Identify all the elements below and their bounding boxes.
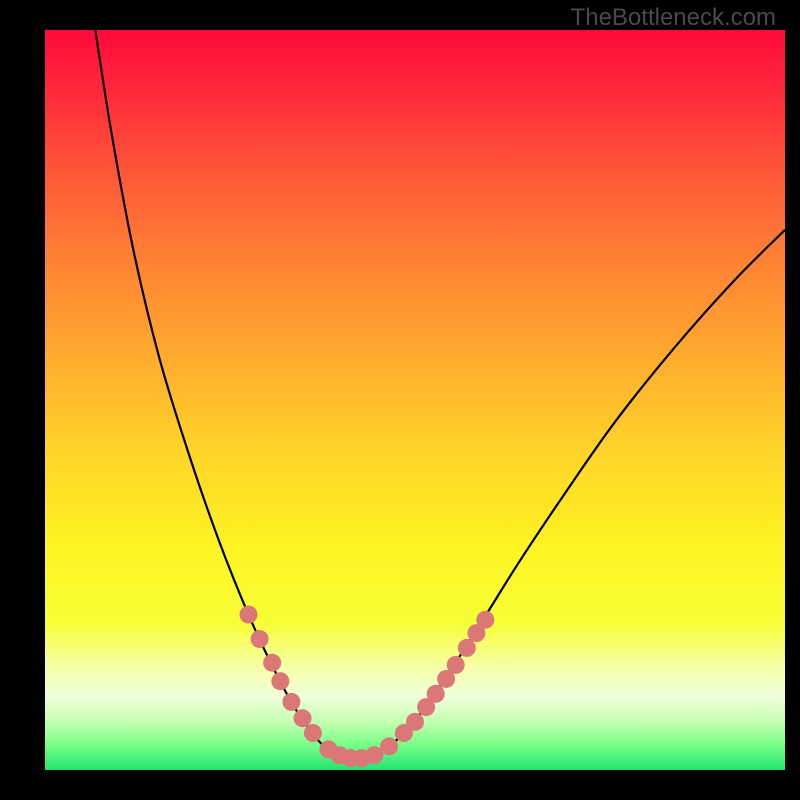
- chart-root: TheBottleneck.com: [0, 0, 800, 800]
- bottleneck-curve: [95, 30, 785, 760]
- data-marker: [251, 630, 269, 648]
- data-marker: [263, 654, 281, 672]
- plot-area: [45, 30, 785, 770]
- data-marker: [406, 713, 424, 731]
- data-marker: [447, 656, 465, 674]
- data-marker: [458, 639, 476, 657]
- data-marker: [282, 693, 300, 711]
- chart-svg: [45, 30, 785, 770]
- data-marker: [240, 606, 258, 624]
- data-marker: [476, 611, 494, 629]
- data-marker: [271, 672, 289, 690]
- data-markers: [240, 606, 495, 768]
- data-marker: [380, 737, 398, 755]
- data-marker: [304, 724, 322, 742]
- data-marker: [294, 709, 312, 727]
- watermark-text: TheBottleneck.com: [571, 4, 776, 32]
- data-marker: [427, 685, 445, 703]
